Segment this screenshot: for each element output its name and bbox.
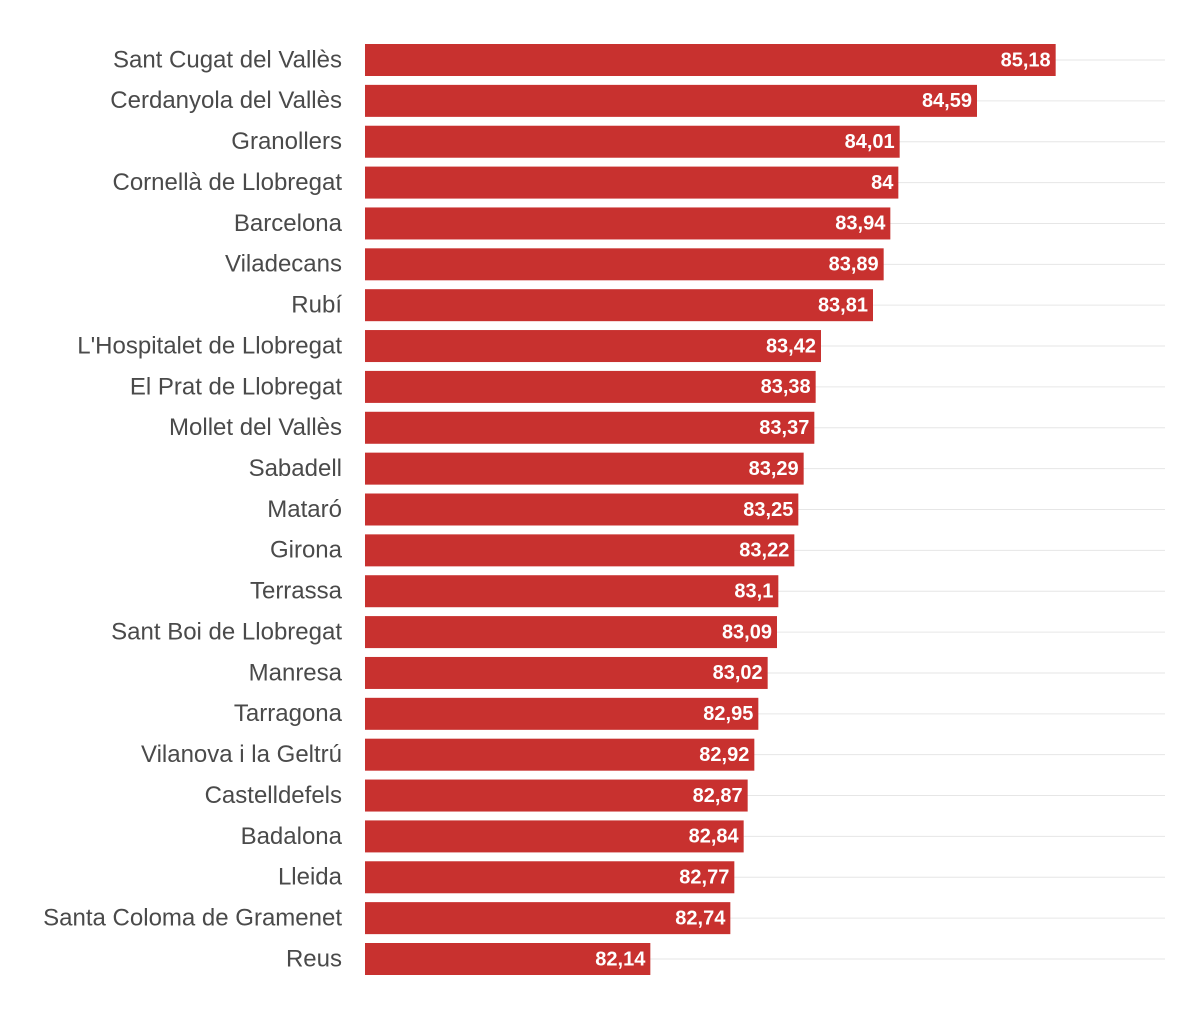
value-label: 82,84 [689, 826, 740, 848]
value-label: 83,37 [759, 417, 809, 439]
value-label: 82,74 [675, 907, 726, 929]
value-label: 83,02 [713, 662, 763, 684]
bar [365, 44, 1056, 76]
value-label: 82,92 [699, 744, 749, 766]
category-label: Cerdanyola del Vallès [110, 87, 342, 114]
bar [365, 616, 777, 649]
bar [365, 820, 744, 853]
value-label: 83,25 [743, 499, 793, 521]
bar [365, 534, 795, 567]
value-label: 83,1 [734, 581, 773, 603]
bar [365, 84, 977, 117]
value-label: 82,77 [679, 867, 729, 889]
value-label: 83,42 [766, 335, 816, 357]
value-label: 82,95 [703, 703, 753, 725]
value-label: 84,59 [922, 90, 972, 112]
value-label: 83,09 [722, 621, 772, 643]
bar [365, 330, 821, 363]
category-label: Cornellà de Llobregat [113, 169, 343, 196]
category-label: Rubí [291, 292, 342, 319]
category-label: Reus [286, 945, 342, 972]
bar [365, 697, 759, 730]
category-label: Lleida [278, 864, 343, 891]
bar [365, 861, 735, 894]
bar [365, 125, 900, 158]
category-label: El Prat de Llobregat [130, 373, 342, 400]
value-label: 83,94 [835, 213, 886, 235]
category-label: Terrassa [250, 578, 343, 605]
value-label: 83,89 [829, 254, 879, 276]
category-label: Manresa [249, 659, 343, 686]
category-label: Sant Boi de Llobregat [111, 618, 342, 645]
value-label: 83,38 [761, 376, 811, 398]
category-label: Granollers [231, 128, 342, 155]
value-label: 85,18 [1001, 49, 1051, 71]
category-label: Mollet del Vallès [169, 414, 342, 441]
bar [365, 411, 815, 444]
category-label: Castelldefels [205, 782, 342, 809]
value-label: 82,87 [693, 785, 743, 807]
category-label: Tarragona [234, 700, 343, 727]
bar [365, 738, 755, 771]
bar [365, 493, 799, 526]
value-label: 83,22 [739, 540, 789, 562]
category-label: Vilanova i la Geltrú [141, 741, 342, 768]
value-label: 82,14 [595, 948, 646, 970]
bar [365, 207, 891, 240]
value-label: 83,29 [749, 458, 799, 480]
category-label: Badalona [241, 823, 343, 850]
bar [365, 166, 899, 199]
bar [365, 902, 731, 935]
bar [365, 452, 804, 485]
value-label: 84,01 [845, 131, 895, 153]
bar [365, 656, 768, 689]
bar [365, 289, 873, 322]
category-label: Barcelona [234, 210, 343, 237]
bar [365, 370, 816, 403]
category-label: Santa Coloma de Gramenet [43, 904, 342, 931]
category-label: Mataró [267, 496, 342, 523]
bar [365, 575, 779, 608]
value-label: 83,81 [818, 294, 868, 316]
category-label: Sabadell [249, 455, 342, 482]
category-label: Girona [270, 537, 343, 564]
category-label: Viladecans [225, 251, 342, 278]
bar [365, 943, 651, 975]
bar [365, 779, 748, 812]
category-label: Sant Cugat del Vallès [113, 46, 342, 73]
category-label: L'Hospitalet de Llobregat [77, 332, 342, 359]
bar [365, 248, 884, 281]
value-label: 84 [871, 172, 894, 194]
